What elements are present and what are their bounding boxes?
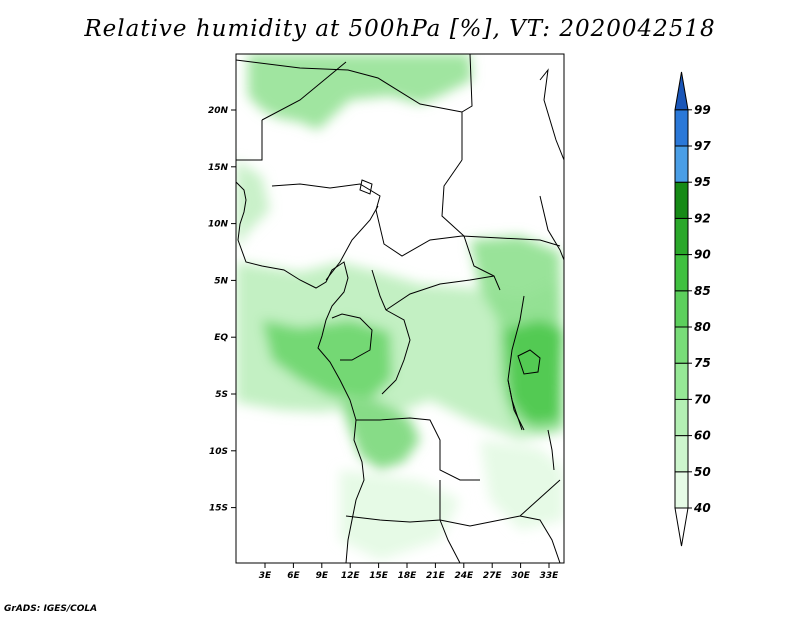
colorbar-label: 97 bbox=[694, 139, 711, 153]
border-botswana bbox=[439, 519, 461, 563]
border-congo-drc bbox=[381, 309, 411, 395]
longitude-axis: 3E 6E 9E 12E 15E 18E 21E 24E 27E 30E 33E bbox=[259, 563, 559, 581]
border-zambia-south bbox=[439, 479, 561, 527]
colorbar-segment bbox=[674, 507, 689, 547]
humidity-region-sahara-north bbox=[248, 54, 472, 130]
border-angola-south bbox=[345, 480, 441, 523]
colorbar-segment bbox=[674, 254, 689, 292]
border-nigeria-cameroon bbox=[325, 205, 379, 281]
colorbar-segment bbox=[674, 398, 689, 437]
colorbar-segment bbox=[674, 290, 689, 328]
colorbar-label: 80 bbox=[694, 320, 711, 334]
border-niger-libya-chad bbox=[236, 59, 463, 113]
colorbar-label: 50 bbox=[694, 465, 711, 479]
lake-victoria bbox=[517, 349, 541, 375]
lon-label: 21E bbox=[426, 571, 446, 581]
border-libya-egypt bbox=[461, 54, 473, 160]
humidity-region-west-coast bbox=[236, 160, 270, 250]
colorbar-segment bbox=[674, 362, 689, 400]
lat-label: 10N bbox=[208, 220, 229, 230]
colorbar-label: 85 bbox=[694, 284, 711, 298]
humidity-shading bbox=[236, 54, 564, 560]
colorbar-label: 70 bbox=[694, 392, 711, 406]
page-title: Relative humidity at 500hPa [%], VT: 202… bbox=[84, 16, 716, 42]
humidity-region-congo-basin bbox=[262, 320, 392, 400]
humidity-region-south bbox=[340, 470, 460, 560]
humidity-region-angola bbox=[340, 400, 420, 470]
coastline-east bbox=[539, 68, 564, 161]
humidity-region-south-east bbox=[480, 440, 564, 530]
border-drc-angola bbox=[356, 417, 480, 481]
lon-label: 30E bbox=[511, 571, 531, 581]
border-chad-car bbox=[375, 209, 463, 257]
colorbar-label: 60 bbox=[694, 429, 711, 443]
credit-text: GrADS: IGES/COLA bbox=[4, 604, 98, 614]
colorbar-segment bbox=[674, 217, 689, 256]
lake-chad bbox=[359, 179, 373, 195]
lon-label: 3E bbox=[259, 571, 272, 581]
border-ethiopia bbox=[539, 195, 564, 261]
colorbar-segment bbox=[674, 435, 689, 473]
border-car-south bbox=[385, 275, 495, 311]
lon-label: 18E bbox=[398, 571, 418, 581]
colorbar-segment bbox=[674, 181, 689, 219]
lat-label: 10S bbox=[209, 447, 228, 457]
border-sudan-south-sudan bbox=[461, 235, 561, 247]
border-cameroon-car bbox=[371, 269, 387, 311]
colorbar-segment bbox=[674, 471, 689, 509]
lon-label: 9E bbox=[316, 571, 329, 581]
border-gabon bbox=[331, 313, 373, 361]
lat-label: EQ bbox=[214, 333, 228, 343]
colorbar-segment bbox=[674, 145, 689, 183]
lon-label: 6E bbox=[287, 571, 300, 581]
border-niger-nigeria bbox=[271, 183, 381, 211]
colorbar-label: 75 bbox=[694, 356, 711, 370]
lake-malawi bbox=[547, 429, 555, 471]
lat-label: 5N bbox=[214, 276, 228, 286]
border-algeria-niger bbox=[261, 61, 347, 121]
lon-label: 27E bbox=[483, 571, 503, 581]
colorbar: 40 50 60 70 75 80 85 90 92 95 97 99 bbox=[674, 71, 711, 547]
lon-label: 12E bbox=[341, 571, 361, 581]
lat-label: 15N bbox=[208, 163, 229, 173]
lon-label: 24E bbox=[454, 571, 474, 581]
coastline-west-africa bbox=[236, 181, 365, 563]
colorbar-segment bbox=[674, 326, 689, 364]
border-mozambique bbox=[519, 515, 561, 563]
lat-label: 20N bbox=[208, 106, 229, 116]
lat-label: 15S bbox=[209, 504, 228, 514]
country-borders bbox=[236, 54, 564, 563]
colorbar-label: 92 bbox=[694, 211, 711, 225]
colorbar-segment bbox=[674, 71, 689, 111]
colorbar-label: 99 bbox=[694, 103, 711, 117]
lon-label: 33E bbox=[540, 571, 560, 581]
colorbar-label: 40 bbox=[693, 501, 711, 515]
border-drc-east bbox=[507, 295, 525, 431]
lon-label: 15E bbox=[369, 571, 389, 581]
lake-tanganyika bbox=[507, 379, 523, 431]
lat-label: 5S bbox=[215, 390, 228, 400]
colorbar-label: 90 bbox=[694, 248, 711, 262]
colorbar-label: 95 bbox=[694, 175, 711, 189]
humidity-region-gulf-guinea bbox=[236, 262, 564, 440]
latitude-axis: 20N 15N 10N 5N EQ 5S 10S 15S bbox=[208, 106, 236, 514]
map-frame bbox=[235, 53, 565, 564]
colorbar-segment bbox=[674, 109, 689, 147]
border-mali-niger bbox=[236, 120, 263, 161]
